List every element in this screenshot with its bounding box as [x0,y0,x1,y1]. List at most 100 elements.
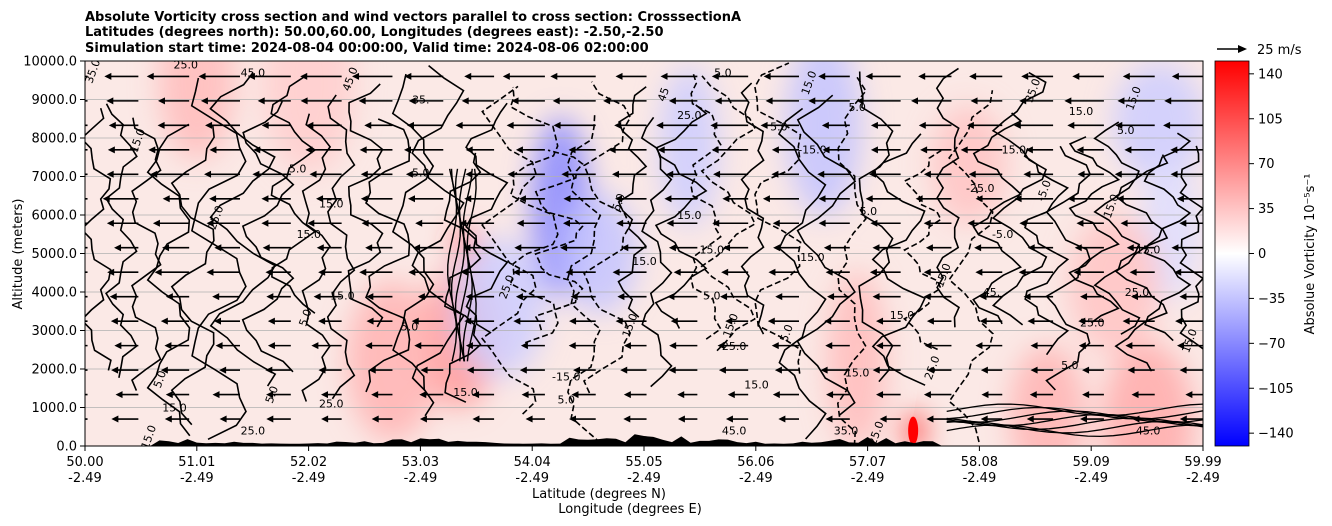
contour-label: 25.0 [173,59,198,72]
wind-vector [266,391,291,399]
wind-vector [114,342,139,350]
wind-vector [464,317,495,325]
contour-label: 5.0 [289,163,307,176]
contour-label: 5.0 [860,205,878,218]
wind-vector [267,317,291,325]
wind-vector [205,121,240,129]
contour-line [1068,136,1121,324]
wind-vector [247,72,291,80]
contour-label: 45. [983,286,1001,299]
wind-vector [865,195,901,203]
wind-vector [209,195,240,203]
wind-vector [1077,170,1104,178]
wind-vector [825,268,850,276]
wind-vector [419,391,444,399]
wind-vector [1023,293,1054,301]
contour-line [454,168,466,362]
wind-vector [472,415,495,423]
wind-vector [817,170,850,178]
contour-line [796,94,857,416]
wind-vector [876,342,901,350]
wind-vector [1131,391,1155,399]
wind-vector [966,121,1003,129]
contour-line [946,417,1203,431]
plot-area: 35.0 25.0 45.0 45.0 35. 25.0 15.0 5.0 15.0 25.0 5.… [84,59,1204,447]
y-tick-label: 0.0 [56,440,77,455]
wind-vector [1026,415,1054,423]
wind-vector [623,391,647,399]
wind-vector [1018,268,1054,276]
wind-vector [364,121,393,129]
wind-vector [774,366,799,374]
wind-vector [316,195,342,203]
wind-vector [967,219,1003,227]
wind-vector [1030,366,1054,374]
wind-vector [611,170,647,178]
contour-label: 25.0 [241,424,266,437]
wind-vector [767,317,799,325]
wind-vector [413,244,444,252]
vorticity-blob [1009,345,1086,446]
wind-vector [414,342,444,350]
wind-vector [266,293,291,301]
wind-vector [371,391,393,399]
wind-vector [318,268,342,276]
x-tick-label-lon: -2.49 [404,471,438,486]
wind-vector [723,244,749,252]
wind-vector [1170,146,1203,154]
wind-vector [820,366,850,374]
wind-vector [560,244,596,252]
wind-vector [1076,146,1104,154]
wind-vector [106,170,139,178]
wind-vector [825,342,850,350]
wind-vector [368,366,393,374]
wind-vector [417,293,444,301]
wind-vector [924,342,952,350]
wind-vector [666,219,698,227]
wind-vector [1014,195,1054,203]
contour-line [858,71,894,383]
contour-line-negative [481,85,538,415]
wind-vector [974,244,1003,252]
wind-vector [915,195,952,203]
wind-vector [162,195,190,203]
wind-vector [923,268,952,276]
wind-vector [1124,146,1155,154]
wind-vector [1126,244,1155,252]
wind-vector [808,97,850,105]
contour-line [131,117,162,391]
vorticity-blob [931,104,1008,225]
wind-vector [1073,268,1104,276]
wind-vector [365,244,393,252]
wind-vector [778,415,799,423]
contour-line [458,168,470,362]
wind-vector [313,293,342,301]
x-tick-label-lat: 53.03 [402,455,439,470]
wind-vector [870,146,901,154]
wind-vector [404,72,444,80]
wind-vector [569,317,596,325]
x-tick-label-lon: -2.49 [68,471,102,486]
contour-line [972,112,1023,325]
wind-vector [623,415,647,423]
contour-line [1143,132,1192,342]
colorbar-tick-label: 0 [1258,247,1266,262]
vorticity-blob [785,61,862,217]
x-tick-label-lon: -2.49 [627,471,661,486]
wind-vector [772,219,799,227]
wind-vector [1021,72,1054,80]
wind-vector [1114,170,1155,178]
wind-vector [722,195,749,203]
x-axis-label-longitude: Longitude (degrees E) [558,502,702,517]
wind-vector [465,293,495,301]
wind-vector [519,366,545,374]
contour-label: -15.0 [798,143,826,156]
y-tick-label: 6000.0 [32,209,78,224]
wind-vector [760,121,799,129]
wind-vector [826,391,850,399]
wind-vector [981,391,1003,399]
wind-vector [419,415,444,423]
wind-vector [608,146,647,154]
contour-label: 15.0 [319,197,344,210]
wind-vector [1027,317,1054,325]
